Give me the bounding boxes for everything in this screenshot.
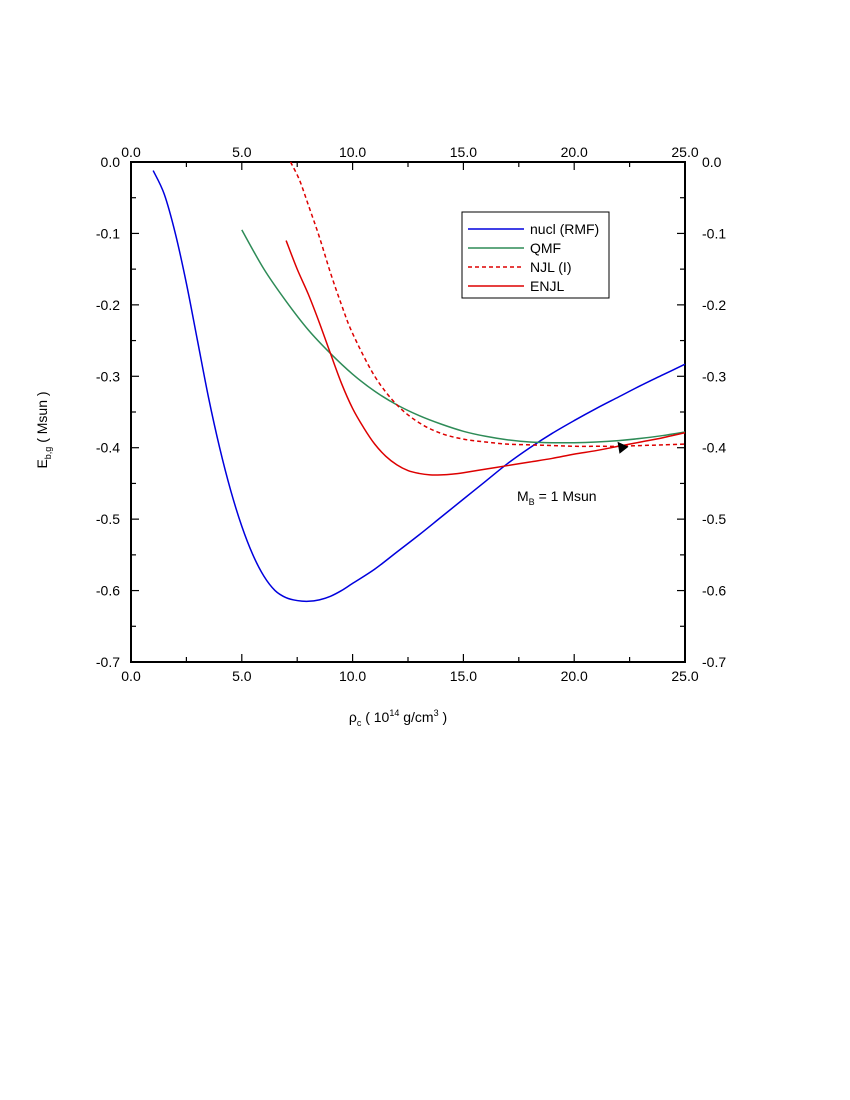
y-tick-label-left: -0.6 <box>96 583 120 599</box>
series-line-qmf <box>241 229 686 444</box>
x-tick-label-top: 0.0 <box>121 144 141 160</box>
y-axis-title-rest: ( Msun ) <box>34 391 50 446</box>
y-axis-title-sub: b,g <box>43 447 53 460</box>
legend-label-enjl: ENJL <box>530 278 564 294</box>
tick-labels: 0.00.05.05.010.010.015.015.020.020.025.0… <box>96 144 726 684</box>
annotation-sub: B <box>529 497 535 507</box>
annotation-main: M <box>517 488 529 504</box>
y-tick-label-left: -0.5 <box>96 511 120 527</box>
x-tick-label-top: 10.0 <box>339 144 366 160</box>
annotation-rest: = 1 Msun <box>535 488 597 504</box>
tick-marks <box>130 161 686 663</box>
y-tick-label-right: -0.7 <box>702 654 726 670</box>
x-axis-title-exp: 14 <box>389 708 399 718</box>
x-tick-label-bottom: 10.0 <box>339 668 366 684</box>
x-tick-label-bottom: 0.0 <box>121 668 141 684</box>
x-tick-label-bottom: 15.0 <box>450 668 477 684</box>
x-tick-label-top: 15.0 <box>450 144 477 160</box>
x-tick-label-bottom: 25.0 <box>671 668 698 684</box>
y-axis-title: Eb,g ( Msun ) <box>34 391 53 468</box>
x-tick-label-bottom: 20.0 <box>561 668 588 684</box>
x-axis-title-symbol: ρ <box>349 709 357 725</box>
x-axis-title: ρc ( 1014 g/cm3 ) <box>349 708 447 728</box>
x-axis-title-mid: g/cm <box>399 709 433 725</box>
y-tick-label-left: -0.4 <box>96 440 120 456</box>
legend-label-qmf: QMF <box>530 240 561 256</box>
y-tick-label-left: -0.1 <box>96 225 120 241</box>
y-tick-label-left: 0.0 <box>101 154 121 170</box>
y-tick-label-right: -0.6 <box>702 583 726 599</box>
x-axis-title-exp2: 3 <box>434 708 439 718</box>
series-lines <box>152 161 686 603</box>
x-tick-label-top: 5.0 <box>232 144 252 160</box>
legend: nucl (RMF) QMF NJL (I) ENJL <box>461 211 610 299</box>
annotation-label: MB = 1 Msun <box>517 488 597 507</box>
x-tick-label-top: 20.0 <box>561 144 588 160</box>
x-tick-label-bottom: 5.0 <box>232 668 252 684</box>
series-line-enjl <box>285 240 686 476</box>
y-tick-label-left: -0.2 <box>96 297 120 313</box>
series-line-nucl-rmf <box>152 170 686 603</box>
legend-box <box>461 211 610 299</box>
y-tick-label-right: -0.3 <box>702 368 726 384</box>
legend-label-njl-i: NJL (I) <box>530 259 571 275</box>
y-tick-label-left: -0.3 <box>96 368 120 384</box>
y-tick-label-right: -0.2 <box>702 297 726 313</box>
legend-label-nucl-rmf: nucl (RMF) <box>530 221 599 237</box>
annotation-arrow-icon <box>617 441 629 454</box>
y-tick-label-right: -0.1 <box>702 225 726 241</box>
y-tick-label-right: -0.4 <box>702 440 726 456</box>
x-axis-title-close: ) <box>439 709 448 725</box>
x-axis-title-symbol-sub: c <box>357 718 362 728</box>
y-tick-label-left: -0.7 <box>96 654 120 670</box>
series-line-njl-i <box>289 161 686 448</box>
y-axis-title-main: E <box>34 459 50 468</box>
y-tick-label-right: -0.5 <box>702 511 726 527</box>
x-axis-title-open: ( 10 <box>361 709 389 725</box>
y-tick-label-right: 0.0 <box>702 154 722 170</box>
x-tick-label-top: 25.0 <box>671 144 698 160</box>
